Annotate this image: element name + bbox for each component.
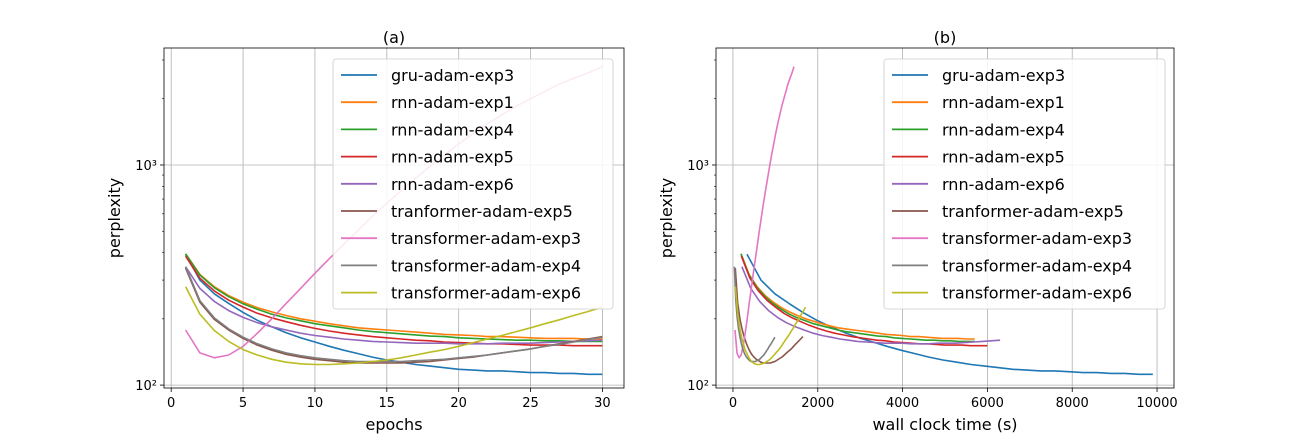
- series-line-tranformer-adam-exp5: [734, 268, 804, 364]
- legend-label: rnn-adam-exp6: [391, 175, 514, 194]
- x-tick-label: 15: [379, 396, 396, 411]
- axes-frame: [715, 47, 1175, 389]
- legend-label: gru-adam-exp3: [391, 66, 514, 85]
- legend: gru-adam-exp3 rnn-adam-exp1 rnn-adam-exp4 r…: [883, 58, 1166, 310]
- legend-label: rnn-adam-exp1: [942, 93, 1065, 112]
- series-line-rnn-adam-exp4: [184, 253, 603, 343]
- legend-label: transformer-adam-exp4: [391, 256, 581, 275]
- legend-label: tranformer-adam-exp5: [391, 202, 573, 221]
- chart-title: (b): [934, 28, 957, 47]
- y-tick-label: 10²: [135, 379, 157, 394]
- series-line-rnn-adam-exp1: [740, 253, 975, 340]
- series-line-rnn-adam-exp6: [184, 266, 603, 345]
- x-tick-label: 20: [450, 396, 467, 411]
- chart-panel-a: 0 5 10 15 20 25 30 10² 10³ (a) epochs perplexity gru…: [105, 28, 625, 434]
- x-tick-label: 30: [594, 396, 611, 411]
- series-line-rnn-adam-exp5: [184, 255, 603, 347]
- legend-label: rnn-adam-exp5: [942, 148, 1065, 167]
- x-tick-label: 8000: [1056, 396, 1089, 411]
- legend-label: gru-adam-exp3: [942, 66, 1065, 85]
- series-line-transformer-adam-exp3: [734, 66, 795, 359]
- x-axis-label: wall clock time (s): [872, 415, 1017, 434]
- legend-label: rnn-adam-exp4: [942, 120, 1065, 139]
- series-line-rnn-adam-exp4: [740, 253, 975, 343]
- series-line-rnn-adam-exp1: [184, 253, 603, 340]
- axes-frame: [163, 47, 625, 389]
- y-tick-label: 10³: [135, 159, 157, 174]
- x-tick-label: 2000: [801, 396, 834, 411]
- legend-label: transformer-adam-exp6: [942, 284, 1132, 303]
- y-tick-label: 10³: [687, 159, 709, 174]
- series-line-rnn-adam-exp5: [740, 255, 988, 347]
- x-tick-label: 0: [167, 396, 175, 411]
- chart-panel-b: 0 2000 4000 6000 8000 10000 10² 10³ (b) wall cloc…: [657, 28, 1178, 434]
- series-line-transformer-adam-exp6: [734, 286, 807, 366]
- y-tick-label: 10²: [687, 379, 709, 394]
- y-axis-label: perplexity: [105, 178, 124, 258]
- series-lines: [733, 66, 1153, 376]
- legend-label: rnn-adam-exp1: [391, 93, 514, 112]
- legend-label: tranformer-adam-exp5: [942, 202, 1124, 221]
- legend-box: [332, 58, 614, 310]
- x-tick-label: 0: [729, 396, 737, 411]
- legend-label: transformer-adam-exp3: [942, 229, 1132, 248]
- x-tick-label: 10000: [1136, 396, 1177, 411]
- legend-label: transformer-adam-exp3: [391, 229, 581, 248]
- legend: gru-adam-exp3 rnn-adam-exp1 rnn-adam-exp4 r…: [332, 58, 614, 310]
- chart-title: (a): [383, 28, 405, 47]
- x-tick-label: 5: [239, 396, 247, 411]
- series-line-transformer-adam-exp6: [184, 286, 603, 366]
- series-line-transformer-adam-exp4: [733, 266, 776, 363]
- legend-label: rnn-adam-exp4: [391, 120, 514, 139]
- legend-label: rnn-adam-exp6: [942, 175, 1065, 194]
- x-tick-label: 6000: [971, 396, 1004, 411]
- x-tick-label: 4000: [886, 396, 919, 411]
- x-tick-label: 10: [307, 396, 324, 411]
- series-line-gru-adam-exp3: [746, 253, 1153, 376]
- legend-label: rnn-adam-exp5: [391, 148, 514, 167]
- y-axis-label: perplexity: [657, 178, 676, 258]
- legend-label: transformer-adam-exp6: [391, 284, 581, 303]
- legend-label: transformer-adam-exp4: [942, 256, 1132, 275]
- legend-box: [883, 58, 1166, 310]
- series-line-transformer-adam-exp4: [184, 266, 603, 363]
- x-axis-label: epochs: [365, 415, 422, 434]
- x-tick-label: 25: [522, 396, 539, 411]
- series-line-rnn-adam-exp6: [741, 266, 1001, 345]
